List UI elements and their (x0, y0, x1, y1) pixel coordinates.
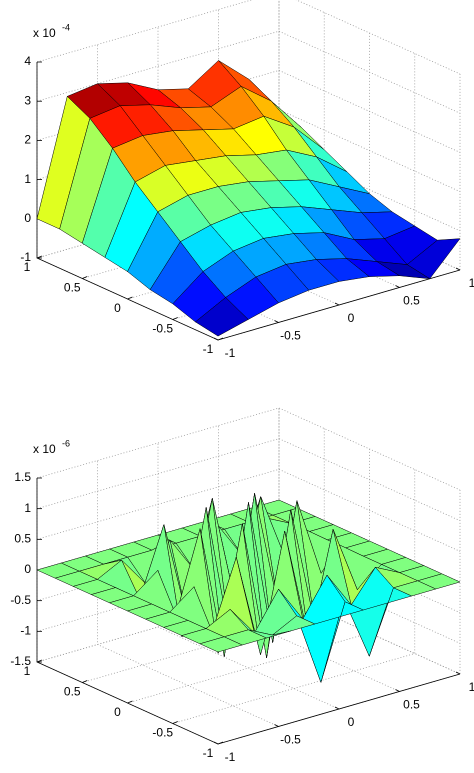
x-tick (455, 267, 461, 271)
y-tick (36, 659, 43, 663)
grid-line (36, 109, 461, 192)
grid-line (36, 468, 461, 552)
z-tick-label: 2 (24, 133, 31, 147)
y-tick (82, 276, 88, 279)
x-tick (455, 671, 461, 675)
y-tick-label: 0 (114, 705, 121, 719)
y-tick-label: 0.5 (64, 685, 81, 699)
x-tick-label: 0 (348, 311, 355, 325)
x-tick (395, 689, 400, 692)
grid-line (36, 560, 461, 644)
y-tick-label: -0.5 (152, 322, 173, 336)
x-tick-label: 1 (469, 276, 474, 290)
x-tick (334, 302, 340, 306)
x-tick-label: 0.5 (403, 698, 420, 712)
y-tick-label: -1 (203, 746, 214, 760)
y-tick (82, 680, 88, 683)
z-tick-label: 1 (24, 172, 31, 186)
x-tick (213, 741, 219, 745)
y-tick (127, 296, 133, 300)
y-tick (217, 741, 224, 745)
z-tick-label: -1 (20, 250, 31, 264)
x-tick-label: 0.5 (403, 294, 420, 308)
y-tick-label: 0 (114, 301, 121, 315)
surface-patch (194, 297, 249, 337)
x-tick-label: -0.5 (280, 733, 301, 747)
x-tick-label: 0 (348, 715, 355, 729)
y-tick (36, 255, 43, 259)
multiplier-exponent: -6 (62, 438, 70, 448)
z-tick-label: 0 (24, 562, 31, 576)
grid-line (36, 438, 461, 522)
x-tick (274, 320, 279, 323)
z-tick-label: -0.5 (10, 593, 31, 607)
z-tick-label: 4 (24, 54, 31, 68)
x-tick-label: -1 (225, 346, 236, 360)
grid-line (97, 460, 279, 727)
y-tick-label: -1 (203, 342, 214, 356)
y-tick-label: -0.5 (152, 726, 173, 740)
z-tick-label: 1 (24, 501, 31, 515)
z-tick-label: 3 (24, 93, 31, 107)
grid-line (36, 69, 461, 153)
z-tick-label: -1.5 (10, 654, 31, 668)
z-tick-label: 1.5 (14, 470, 31, 484)
y-tick (172, 721, 178, 724)
y-tick-label: 0.5 (64, 281, 81, 295)
y-tick (217, 337, 224, 341)
z-tick-label: 0.5 (14, 532, 31, 546)
x-tick (213, 337, 219, 341)
x-tick-label: 1 (469, 680, 474, 694)
grid-line (157, 443, 340, 710)
grid-line (36, 407, 461, 491)
grid-line (36, 148, 461, 232)
surface-chart: -1.5 -1 -0.5 0 0.5 1 1.5 -1 -0.5 0 0.5 1 -1 -0.5 0 0.5 1… (10, 407, 474, 764)
multiplier-base: x 10 (33, 442, 56, 456)
z-tick-label: -1 (20, 624, 31, 638)
x-tick (334, 706, 340, 710)
x-tick-label: -0.5 (280, 329, 301, 343)
grid-line (36, 0, 461, 75)
grid-line (36, 30, 461, 114)
x-tick-label: -1 (225, 750, 236, 764)
x-tick (395, 285, 400, 288)
multiplier-exponent: -4 (62, 22, 70, 32)
surface-patch (199, 636, 243, 653)
y-tick (127, 700, 133, 704)
y-tick (172, 317, 178, 320)
z-tick-label: 0 (24, 211, 31, 225)
x-tick (274, 724, 279, 727)
y-tick-label: 1 (24, 260, 31, 274)
multiplier-base: x 10 (33, 26, 56, 40)
y-tick-label: 1 (24, 664, 31, 678)
